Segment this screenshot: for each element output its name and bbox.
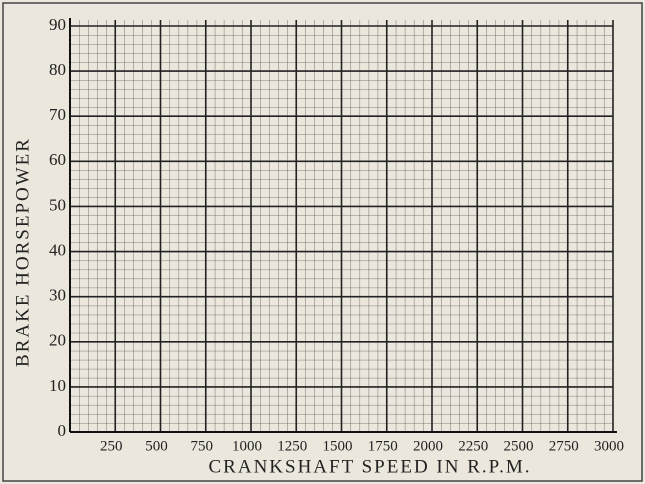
y-tick-label: 90 (49, 15, 66, 34)
x-tick-label: 2750 (549, 438, 579, 454)
y-tick-label: 0 (58, 421, 67, 440)
y-tick-label: 30 (49, 286, 66, 305)
x-tick-label: 2000 (413, 438, 443, 454)
x-tick-label: 750 (191, 438, 214, 454)
x-tick-label: 2250 (458, 438, 488, 454)
y-tick-label: 50 (49, 195, 66, 214)
x-tick-label: 1250 (277, 438, 307, 454)
x-tick-label: 500 (145, 438, 168, 454)
x-tick-label: 1000 (232, 438, 262, 454)
y-tick-label: 70 (49, 105, 66, 124)
x-tick-label: 3000 (594, 438, 624, 454)
y-tick-label: 40 (49, 240, 66, 259)
x-tick-label: 2500 (504, 438, 534, 454)
y-tick-label: 10 (49, 376, 66, 395)
x-axis-label: CRANKSHAFT SPEED IN R.P.M. (209, 456, 532, 477)
x-tick-label: 1500 (323, 438, 353, 454)
x-tick-label: 1750 (368, 438, 398, 454)
x-tick-label: 250 (100, 438, 123, 454)
y-axis-label: BRAKE HORSEPOWER (12, 137, 33, 367)
y-tick-label: 20 (49, 331, 66, 350)
y-tick-label: 80 (49, 60, 66, 79)
y-tick-label: 60 (49, 150, 66, 169)
